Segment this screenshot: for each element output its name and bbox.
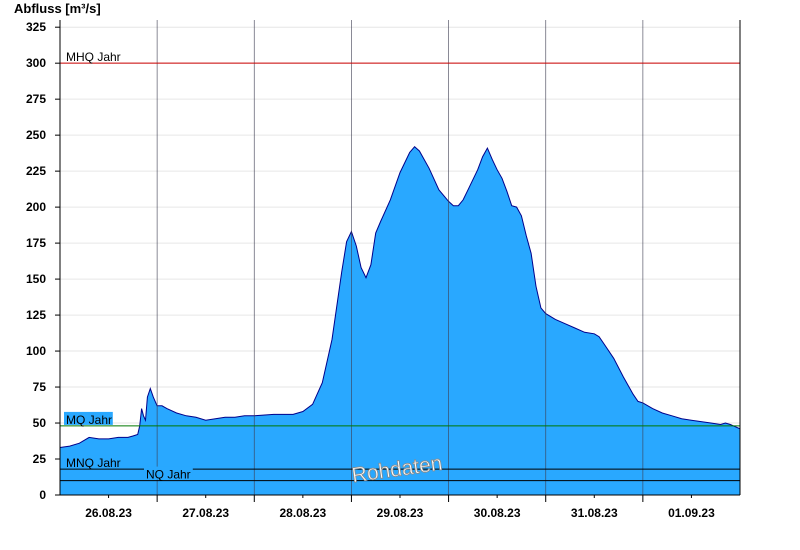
y-tick-label: 250 [26, 128, 46, 142]
reference-label: MNQ Jahr [66, 456, 121, 470]
y-tick-label: 0 [39, 488, 46, 502]
discharge-line [59, 145, 741, 448]
reference-label-bg [64, 411, 113, 425]
y-tick-label: 100 [26, 344, 46, 358]
x-tick-label: 26.08.23 [85, 506, 132, 520]
x-tick-label: 29.08.23 [377, 506, 424, 520]
x-tick-label: 01.09.23 [668, 506, 715, 520]
area-layer [59, 145, 741, 495]
x-tick-label: 28.08.23 [279, 506, 326, 520]
y-tick-label: 25 [33, 452, 47, 466]
reference-lines: MHQ Jahr MQ Jahr MNQ Jahr NQ Jahr [60, 50, 740, 482]
y-tick-label: 275 [26, 92, 46, 106]
reference-label: NQ Jahr [146, 468, 191, 482]
reference-label: MHQ Jahr [66, 50, 121, 64]
y-tick-label: 300 [26, 56, 46, 70]
y-tick-label: 200 [26, 200, 46, 214]
y-tick-label: 175 [26, 236, 46, 250]
y-tick-label: 225 [26, 164, 46, 178]
reference-label: MQ Jahr [66, 413, 112, 427]
axes: 0 25 50 75 100 125 150 175 200 225 250 275 300 325 26.… [26, 20, 741, 520]
reference-label-bg [144, 466, 193, 480]
x-tick-label: 30.08.23 [474, 506, 521, 520]
reference-label-bg [64, 455, 120, 469]
discharge-area [60, 146, 740, 495]
y-tick-label: 75 [33, 380, 47, 394]
x-tick-label: 27.08.23 [182, 506, 229, 520]
y-tick-label: 125 [26, 308, 46, 322]
dayline-layer [156, 20, 644, 495]
y-tick-label: 325 [26, 20, 46, 34]
y-axis-label: Abfluss [m³/s] [14, 1, 101, 16]
y-tick-label: 50 [33, 416, 47, 430]
y-tick-label: 150 [26, 272, 46, 286]
x-tick-label: 31.08.23 [571, 506, 618, 520]
